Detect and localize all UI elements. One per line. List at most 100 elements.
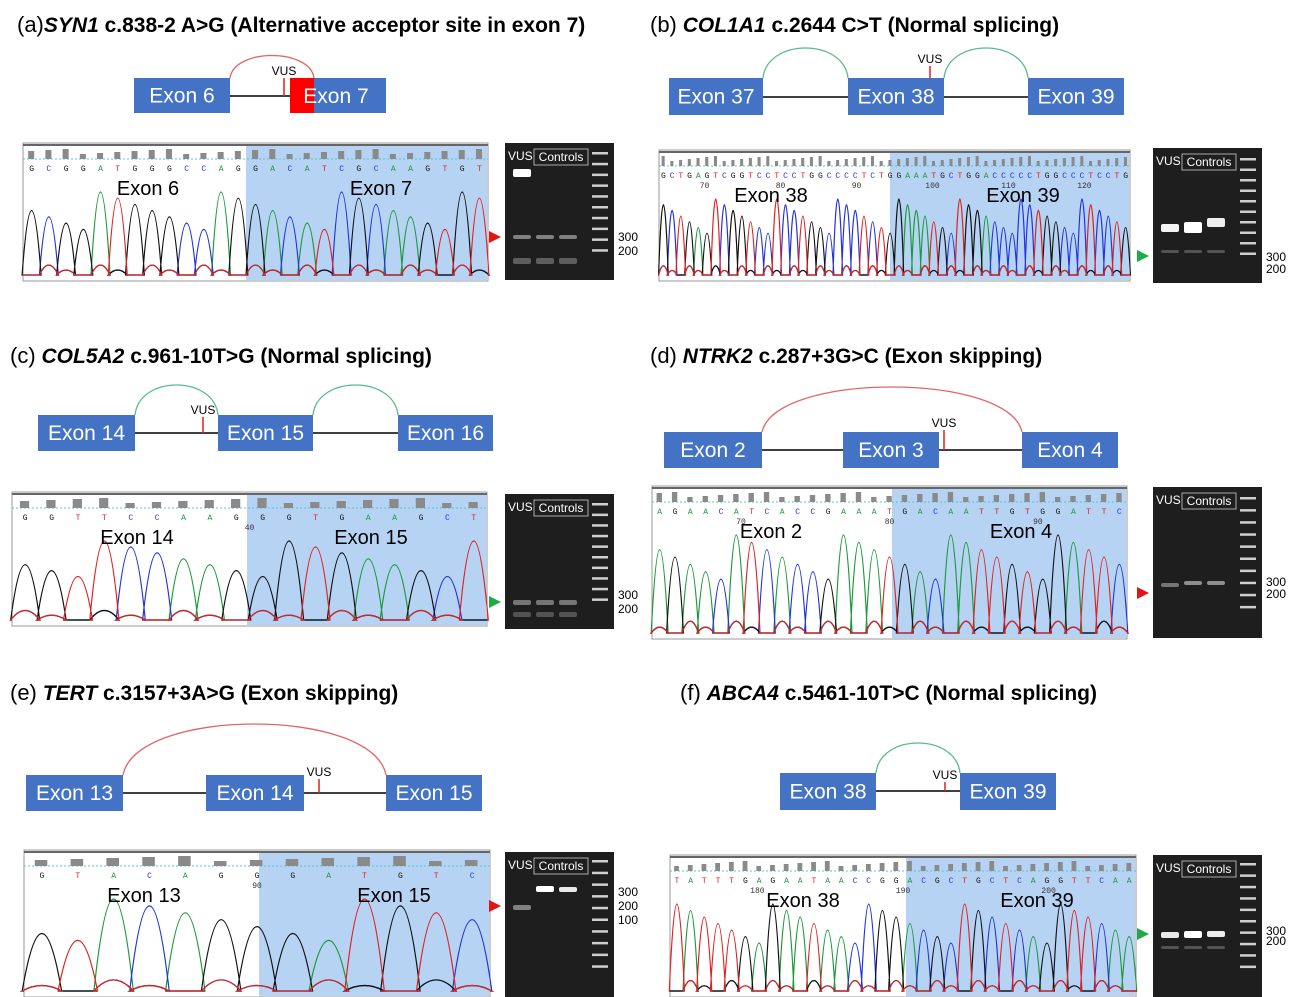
diagram-e-exon-3-label: Exon 15 xyxy=(395,782,472,805)
chromatogram-c-quality-bar xyxy=(178,501,188,508)
gel-a-ladder-band xyxy=(592,195,608,198)
chromatogram-a-quality-bar xyxy=(389,154,396,159)
base-call: C xyxy=(795,508,800,517)
base-call: G xyxy=(935,877,940,886)
gel-c-band xyxy=(559,600,577,605)
base-call: C xyxy=(470,872,475,881)
gel-a-ladder-band xyxy=(592,216,608,220)
base-call: T xyxy=(962,877,967,886)
chromatogram-d-quality-bar xyxy=(733,494,739,502)
gel-f-ladder-band xyxy=(1240,908,1256,912)
diagram-a-exon-2-alt-region xyxy=(290,78,314,113)
chromatogram-a-quality-bar xyxy=(217,152,224,159)
chromatogram-c-quality-bar xyxy=(204,500,214,508)
panel-b-letter: (b) xyxy=(650,12,677,37)
gel-d-ladder-band xyxy=(1240,557,1256,560)
diagram-b-exon-1 xyxy=(669,78,763,115)
chromatogram-b-quality-bar xyxy=(731,160,735,166)
chromatogram-b-quality-bar xyxy=(853,158,857,166)
chromatogram-a-quality-bar xyxy=(183,154,190,159)
chromatogram-e-trace-t xyxy=(19,898,495,992)
gel-e-ladder-band xyxy=(592,918,608,921)
diagram-f-exon-1 xyxy=(780,773,876,810)
base-call: G xyxy=(739,172,744,181)
chromatogram-c-quality-bar xyxy=(468,502,478,508)
gel-d-ladder-band xyxy=(1240,593,1256,597)
gel-e-controls-label: Controls xyxy=(539,859,584,873)
base-call: G xyxy=(81,165,86,174)
diagram-c-exon-2-label: Exon 15 xyxy=(227,422,304,445)
gel-c-ladder-band xyxy=(592,534,608,538)
diagram-a-exon-1 xyxy=(134,78,230,113)
chromatogram-d-right-exon-label: Exon 4 xyxy=(990,521,1052,543)
chromatogram-a-quality-bar xyxy=(338,151,345,159)
chromatogram-b-quality-bar xyxy=(687,159,691,166)
gel-f-ladder-band xyxy=(1240,931,1256,934)
chromatogram-a-quality-bar xyxy=(165,149,172,159)
diagram-c-exon-3 xyxy=(398,415,493,451)
chromatogram-f-left-exon-label: Exon 38 xyxy=(766,890,839,912)
chromatogram-b-quality-bar xyxy=(844,159,848,166)
base-call: T xyxy=(713,172,718,181)
gel-e-vus-label: VUS xyxy=(508,858,533,872)
chromatogram-f-quality-bar xyxy=(934,865,940,871)
gel-e-background xyxy=(505,852,614,997)
chromatogram-f-quality-bar xyxy=(797,863,803,871)
chromatogram-a-quality-bar xyxy=(320,152,327,159)
base-call: G xyxy=(826,508,831,517)
chromatogram-d-position: 80 xyxy=(885,518,895,527)
gel-c-ladder-band xyxy=(592,566,608,570)
chromatogram-d: A G A A C A T C A C C G A A A T G A C A A T T G T G G A T T C70 80 90Exo… xyxy=(650,485,1129,640)
chromatogram-b-quality-bar xyxy=(905,158,909,166)
base-call: T xyxy=(800,172,805,181)
gel-c-band xyxy=(536,612,554,617)
gel-b-band xyxy=(1184,250,1202,253)
base-call: G xyxy=(290,872,295,881)
base-call: G xyxy=(356,165,361,174)
gel-d-ladder-band xyxy=(1240,605,1256,609)
chromatogram-c-quality-bar xyxy=(72,499,82,508)
gel-a-arrow-icon xyxy=(489,231,501,243)
diagram-e-exon-3 xyxy=(386,775,482,811)
diagram-c-exon-2 xyxy=(218,415,313,451)
chromatogram-b-quality-bar xyxy=(827,161,831,166)
chromatogram-f-quality-bar xyxy=(1085,866,1091,871)
chromatogram-d-quality-bar xyxy=(825,494,831,502)
chromatogram-b-quality-bar xyxy=(748,158,752,166)
base-call: A xyxy=(1113,877,1118,886)
base-call: A xyxy=(734,508,739,517)
base-call: G xyxy=(975,172,980,181)
base-call: T xyxy=(879,172,884,181)
chromatogram-b-quality-bar xyxy=(801,158,805,166)
base-call: G xyxy=(731,172,736,181)
panel-a-variant: c.838-2 A>G (Alternative acceptor site i… xyxy=(104,14,586,37)
chromatogram-f-quality-bar xyxy=(783,864,789,871)
panel-f-title: (f) ABCA4 c.5461-10T>C (Normal splicing) xyxy=(680,680,1097,706)
gel-e-controls-box xyxy=(533,857,589,875)
base-call: A xyxy=(219,165,224,174)
base-call: G xyxy=(49,514,54,523)
base-call: G xyxy=(818,172,823,181)
base-call: T xyxy=(729,877,734,886)
diagram-e-exon-2-label: Exon 14 xyxy=(216,782,293,805)
base-call: T xyxy=(442,165,447,174)
chromatogram-b-quality-bar xyxy=(757,157,761,166)
base-call: T xyxy=(362,872,367,881)
base-call: G xyxy=(705,172,710,181)
gel-d-band xyxy=(1207,581,1225,585)
chromatogram-f-quality-bar xyxy=(674,866,679,871)
chromatogram-a-quality-bar xyxy=(131,151,138,159)
base-call: C xyxy=(128,514,133,523)
panel-e-gene: TERT xyxy=(42,682,98,705)
chromatogram-b-quality-bar xyxy=(740,159,744,166)
chromatogram-b-quality-bar xyxy=(940,160,944,166)
chromatogram-e-quality-bar xyxy=(464,860,478,866)
base-call: A xyxy=(907,877,912,886)
panel-e-title: (e) TERT c.3157+3A>G (Exon skipping) xyxy=(10,680,398,706)
gel-f-size-label: 200 xyxy=(1266,934,1286,948)
gel-c-ladder-band xyxy=(592,598,608,601)
gel-c-controls-label: Controls xyxy=(539,501,584,515)
base-call: G xyxy=(687,172,692,181)
chromatogram-f-quality-bar xyxy=(701,864,707,871)
chromatogram-f-quality-bar xyxy=(728,862,734,871)
